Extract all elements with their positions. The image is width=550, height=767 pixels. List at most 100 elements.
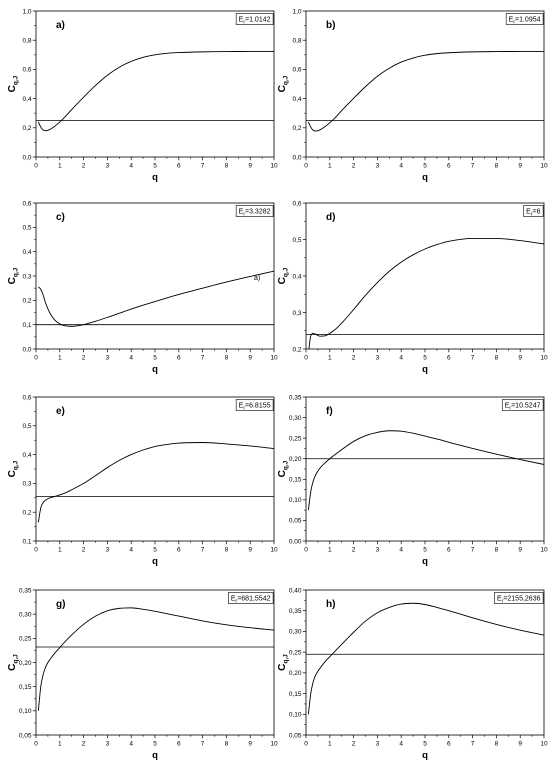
legend-text: Er=3.3282 [239,209,271,218]
legend-text: Er=2155,2636 [497,596,541,605]
x-tick-label: 1 [328,163,332,170]
x-tick-label: 7 [201,741,205,748]
x-tick-label: 6 [177,741,181,748]
y-tick-label: 0,0 [22,346,31,353]
y-tick-label: 0,40 [289,587,302,594]
y-tick-label: 0,05 [289,518,302,525]
curve-line [307,430,545,511]
x-tick-label: 10 [270,355,278,362]
x-tick-label: 3 [106,163,110,170]
x-tick-label: 0 [34,355,38,362]
x-tick-label: 3 [376,547,380,554]
y-axis-symbol: C [277,277,288,284]
plot-frame [35,202,275,350]
y-axis-label: Cq,J [7,75,20,92]
y-tick-label: 0,10 [289,497,302,504]
legend-subscript: r [236,598,238,604]
y-tick-label: 0,3 [22,481,31,488]
y-tick-label: 0,20 [19,660,32,667]
y-tick-label: 0,6 [22,67,31,74]
x-tick-label: 3 [106,547,110,554]
y-tick-label: 0,20 [289,670,302,677]
y-tick-label: 0,4 [292,96,301,103]
legend-text: Er=6 [526,209,540,218]
x-tick-label: 2 [352,547,356,554]
panel-a: 0,0 0,2 0,4 0,6 0,8 1,0 0 1 2 3 4 5 6 7 8 9 10 a) Er=1.014… [7,8,278,183]
y-axis-label: Cq,J [277,654,290,671]
x-tick-label: 4 [129,547,133,554]
x-tick-label: 10 [270,741,278,748]
x-tick-label: 5 [153,547,157,554]
x-tick-label: 4 [129,163,133,170]
x-tick-label: 6 [177,163,181,170]
y-tick-label: 0,0 [292,154,301,161]
y-axis-subscript: q,J [13,460,20,470]
x-tick-label: 8 [225,741,229,748]
legend: Er=1.0142 [235,13,274,25]
legend-value: =681,5542 [237,596,270,603]
y-tick-label: 0,5 [22,225,31,232]
panel-label: c) [56,212,65,223]
legend-symbol: E [526,209,531,216]
x-tick-label: 1 [58,547,62,554]
x-tick-label: 1 [328,741,332,748]
panel-b: 0,0 0,2 0,4 0,6 0,8 1,0 0 1 2 3 4 5 6 7 8 9 10 b) Er=1.095… [277,8,548,183]
legend-subscript: r [243,405,245,411]
legend-box [505,13,544,25]
y-tick-label: 0,4 [22,452,31,459]
x-tick-label: 10 [270,547,278,554]
x-tick-label: 10 [540,547,548,554]
x-tick-label: 3 [376,163,380,170]
x-tick-label: 9 [248,355,252,362]
legend-box [228,592,274,604]
x-tick-label: 4 [399,547,403,554]
y-tick-label: 0,35 [289,608,302,615]
plot-frame [305,202,545,350]
x-tick-label: 8 [495,547,499,554]
x-tick-label: 5 [423,547,427,554]
y-tick-label: 0,1 [22,538,31,545]
y-tick-label: 0,4 [22,96,31,103]
y-axis-symbol: C [7,277,18,284]
x-tick-label: 10 [540,741,548,748]
y-tick-label: 0,6 [22,394,31,401]
legend-box [501,399,544,411]
legend-box [235,205,274,217]
y-axis-label: Cq,J [7,654,20,671]
legend-symbol: E [231,596,236,603]
legend-text: Er=10.5247 [505,403,541,412]
y-axis-symbol: C [277,85,288,92]
x-tick-label: 1 [58,741,62,748]
x-tick-label: 6 [177,547,181,554]
legend-text: Er=681,5542 [231,596,271,605]
x-tick-label: 4 [399,163,403,170]
legend-value: =6.8155 [245,403,271,410]
x-tick-label: 10 [540,355,548,362]
x-tick-label: 9 [248,741,252,748]
x-tick-label: 8 [495,741,499,748]
x-tick-label: 5 [423,163,427,170]
legend-value: =1.0142 [245,17,271,24]
panel-label: f) [326,406,333,417]
x-tick-label: 0 [304,355,308,362]
y-tick-label: 0,1 [22,322,31,329]
legend: Er=3.3282 [235,205,274,218]
legend: Er=6.8155 [235,399,274,411]
y-tick-label: 0,35 [19,587,32,594]
x-tick-label: 5 [423,355,427,362]
x-tick-label: 9 [248,547,252,554]
legend: Er=681,5542 [228,592,274,605]
legend-text: Er=1.0954 [509,17,541,26]
panel-label: d) [326,212,335,223]
x-axis-label: q [152,556,158,567]
y-axis-subscript: q,J [13,654,20,664]
y-axis-symbol: C [7,85,18,92]
y-tick-label: 0,15 [289,691,302,698]
y-tick-label: 0,10 [19,708,32,715]
x-tick-label: 7 [471,547,475,554]
curve-line [37,442,275,523]
x-tick-label: 4 [399,741,403,748]
x-tick-label: 2 [82,163,86,170]
legend-subscript: r [509,405,511,411]
panel-f: 0,00 0,05 0,10 0,15 0,20 0,25 0,30 0,35 0 1 2 3 4 5 6 7… [277,394,548,567]
